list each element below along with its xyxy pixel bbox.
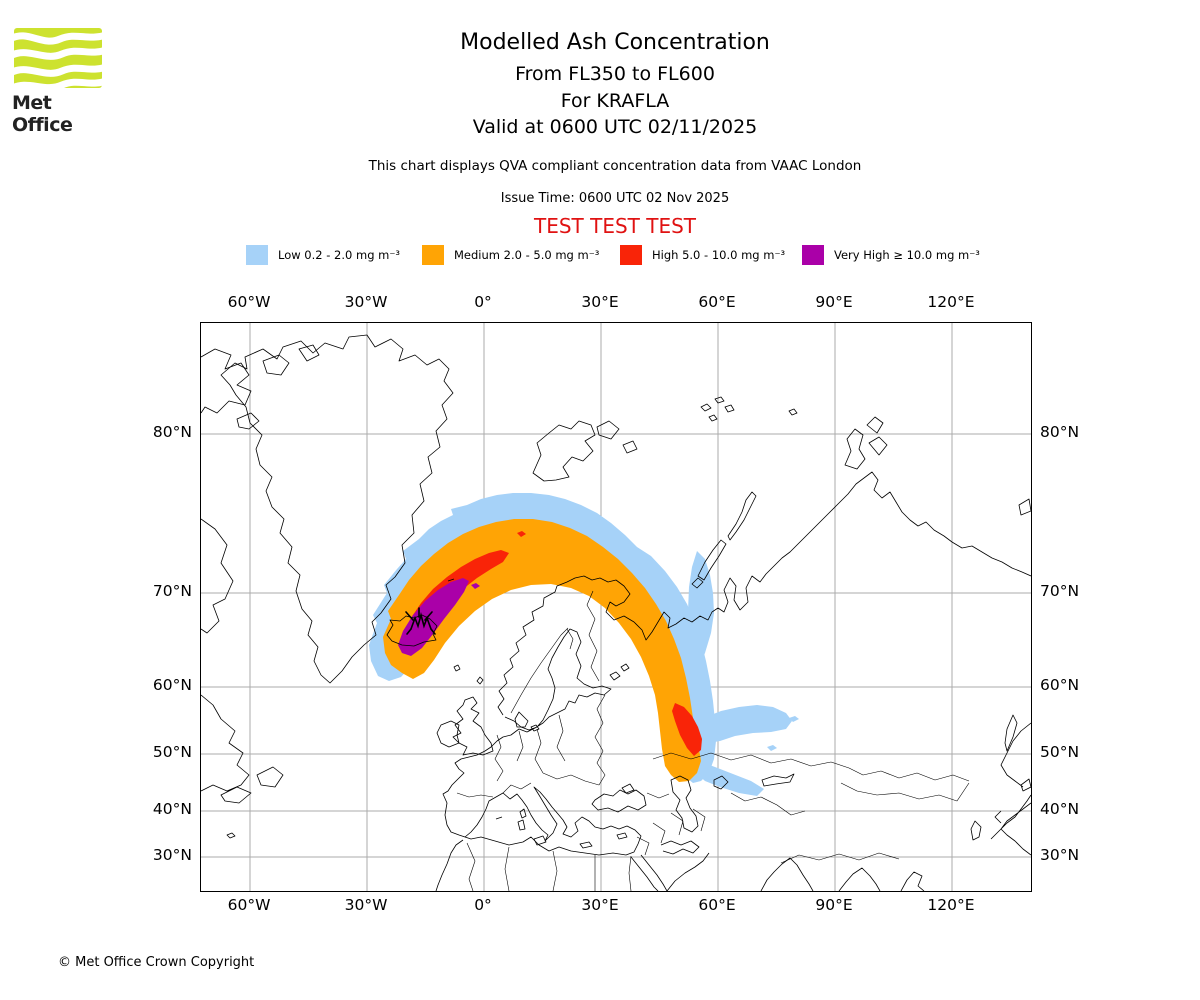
- legend-swatch-low: [246, 245, 268, 265]
- legend-item-low: Low 0.2 - 2.0 mg m⁻³: [246, 244, 400, 266]
- x-axis-label-bottom-90e: 90°E: [815, 896, 853, 914]
- y-axis-label-left-30n: 30°N: [152, 846, 192, 864]
- map-frame: [200, 322, 1032, 892]
- x-axis-label-top-60w: 60°W: [227, 293, 271, 311]
- x-axis-label-bottom-60w: 60°W: [227, 896, 271, 914]
- legend-label-medium: Medium 2.0 - 5.0 mg m⁻³: [454, 248, 600, 262]
- legend-item-medium: Medium 2.0 - 5.0 mg m⁻³: [422, 244, 599, 266]
- y-axis-label-left-60n: 60°N: [152, 676, 192, 694]
- legend-label-high: High 5.0 - 10.0 mg m⁻³: [652, 248, 786, 262]
- x-axis-label-top-90e: 90°E: [815, 293, 853, 311]
- ash-layer-very-high: [398, 578, 480, 656]
- y-axis-label-right-50n: 50°N: [1040, 743, 1080, 761]
- y-axis-label-right-30n: 30°N: [1040, 846, 1080, 864]
- page-title: Modelled Ash Concentration: [460, 30, 770, 55]
- y-axis-label-left-70n: 70°N: [152, 582, 192, 600]
- y-axis-label-left-50n: 50°N: [152, 743, 192, 761]
- legend-item-very-high: Very High ≥ 10.0 mg m⁻³: [802, 244, 980, 266]
- y-axis-label-left-80n: 80°N: [152, 423, 192, 441]
- x-axis-label-bottom-120e: 120°E: [927, 896, 975, 914]
- test-banner: TEST TEST TEST: [533, 214, 696, 238]
- y-axis-label-right-70n: 70°N: [1040, 582, 1080, 600]
- y-axis-label-right-40n: 40°N: [1040, 800, 1080, 818]
- legend-swatch-high: [620, 245, 642, 265]
- x-axis-label-bottom-30e: 30°E: [581, 896, 619, 914]
- x-axis-label-bottom-0: 0°: [474, 896, 492, 914]
- issue-time: Issue Time: 0600 UTC 02 Nov 2025: [500, 191, 730, 206]
- y-axis-label-right-60n: 60°N: [1040, 676, 1080, 694]
- legend-swatch-medium: [422, 245, 444, 265]
- legend-label-low: Low 0.2 - 2.0 mg m⁻³: [278, 248, 401, 262]
- copyright-notice: © Met Office Crown Copyright: [58, 955, 255, 970]
- chart-description: This chart displays QVA compliant concen…: [368, 158, 862, 174]
- x-axis-label-top-60e: 60°E: [698, 293, 736, 311]
- legend-swatch-very-high: [802, 245, 824, 265]
- country-borders: [456, 590, 970, 891]
- x-axis-label-top-0: 0°: [474, 293, 492, 311]
- legend-label-very-high: Very High ≥ 10.0 mg m⁻³: [834, 248, 980, 262]
- x-axis-label-top-30e: 30°E: [581, 293, 619, 311]
- coastlines: [201, 334, 1031, 891]
- map-canvas: [201, 323, 1031, 891]
- subtitle-valid-time: Valid at 0600 UTC 02/11/2025: [472, 116, 758, 138]
- met-office-logo: Met Office: [12, 26, 112, 136]
- x-axis-label-bottom-60e: 60°E: [698, 896, 736, 914]
- subtitle-flight-levels: From FL350 to FL600: [515, 63, 715, 85]
- subtitle-volcano: For KRAFLA: [560, 90, 670, 112]
- legend-item-high: High 5.0 - 10.0 mg m⁻³: [620, 244, 785, 266]
- y-axis-label-right-80n: 80°N: [1040, 423, 1080, 441]
- x-axis-label-top-30w: 30°W: [344, 293, 388, 311]
- met-office-logo-text: Met Office: [12, 92, 73, 136]
- volcano-marker: [405, 607, 436, 635]
- x-axis-label-bottom-30w: 30°W: [344, 896, 388, 914]
- x-axis-label-top-120e: 120°E: [927, 293, 975, 311]
- met-office-logo-mark: [12, 28, 104, 90]
- ash-layer-medium: [383, 519, 701, 782]
- y-axis-label-left-40n: 40°N: [152, 800, 192, 818]
